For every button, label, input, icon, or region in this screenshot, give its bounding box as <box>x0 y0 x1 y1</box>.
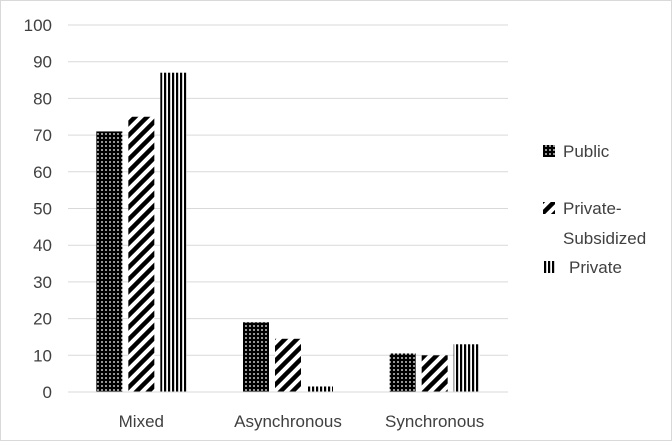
y-tick-label: 10 <box>33 346 52 365</box>
x-category-label: Synchronous <box>385 412 484 431</box>
bar-private-synchronous <box>453 344 480 392</box>
y-axis-ticks: 0 10 20 30 40 50 60 70 80 90 100 <box>24 16 52 402</box>
legend: Public Private- Subsidized Private <box>543 142 646 277</box>
bars <box>68 72 508 393</box>
bar-private-subsidized-mixed <box>128 116 155 392</box>
y-tick-label: 40 <box>33 236 52 255</box>
legend-label-public: Public <box>563 142 610 161</box>
y-tick-label: 80 <box>33 89 52 108</box>
x-category-label: Asynchronous <box>234 412 342 431</box>
bar-private-mixed <box>160 72 187 393</box>
y-tick-label: 60 <box>33 163 52 182</box>
legend-label-private-subsidized: Private- <box>563 199 622 218</box>
legend-swatch-private <box>543 261 555 273</box>
y-tick-label: 100 <box>24 16 52 35</box>
bar-public-synchronous <box>389 353 416 392</box>
y-tick-label: 70 <box>33 126 52 145</box>
x-category-label: Mixed <box>119 412 164 431</box>
legend-swatch-public <box>543 145 555 157</box>
y-tick-label: 30 <box>33 273 52 292</box>
y-tick-label: 50 <box>33 200 52 219</box>
x-axis-categories: Mixed Asynchronous Synchronous <box>119 412 485 431</box>
legend-label-private: Private <box>569 258 622 277</box>
y-tick-label: 90 <box>33 53 52 72</box>
bar-private-subsidized-asynchronous <box>275 338 301 392</box>
bar-private-subsidized-synchronous <box>421 355 448 392</box>
legend-label-private-subsidized-cont: Subsidized <box>563 229 646 248</box>
legend-swatch-private-subsidized <box>543 202 555 214</box>
bar-public-asynchronous <box>243 322 269 392</box>
bar-private-asynchronous <box>307 386 333 392</box>
y-tick-label: 20 <box>33 310 52 329</box>
bar-public-mixed <box>96 131 123 392</box>
y-tick-label: 0 <box>43 383 52 402</box>
